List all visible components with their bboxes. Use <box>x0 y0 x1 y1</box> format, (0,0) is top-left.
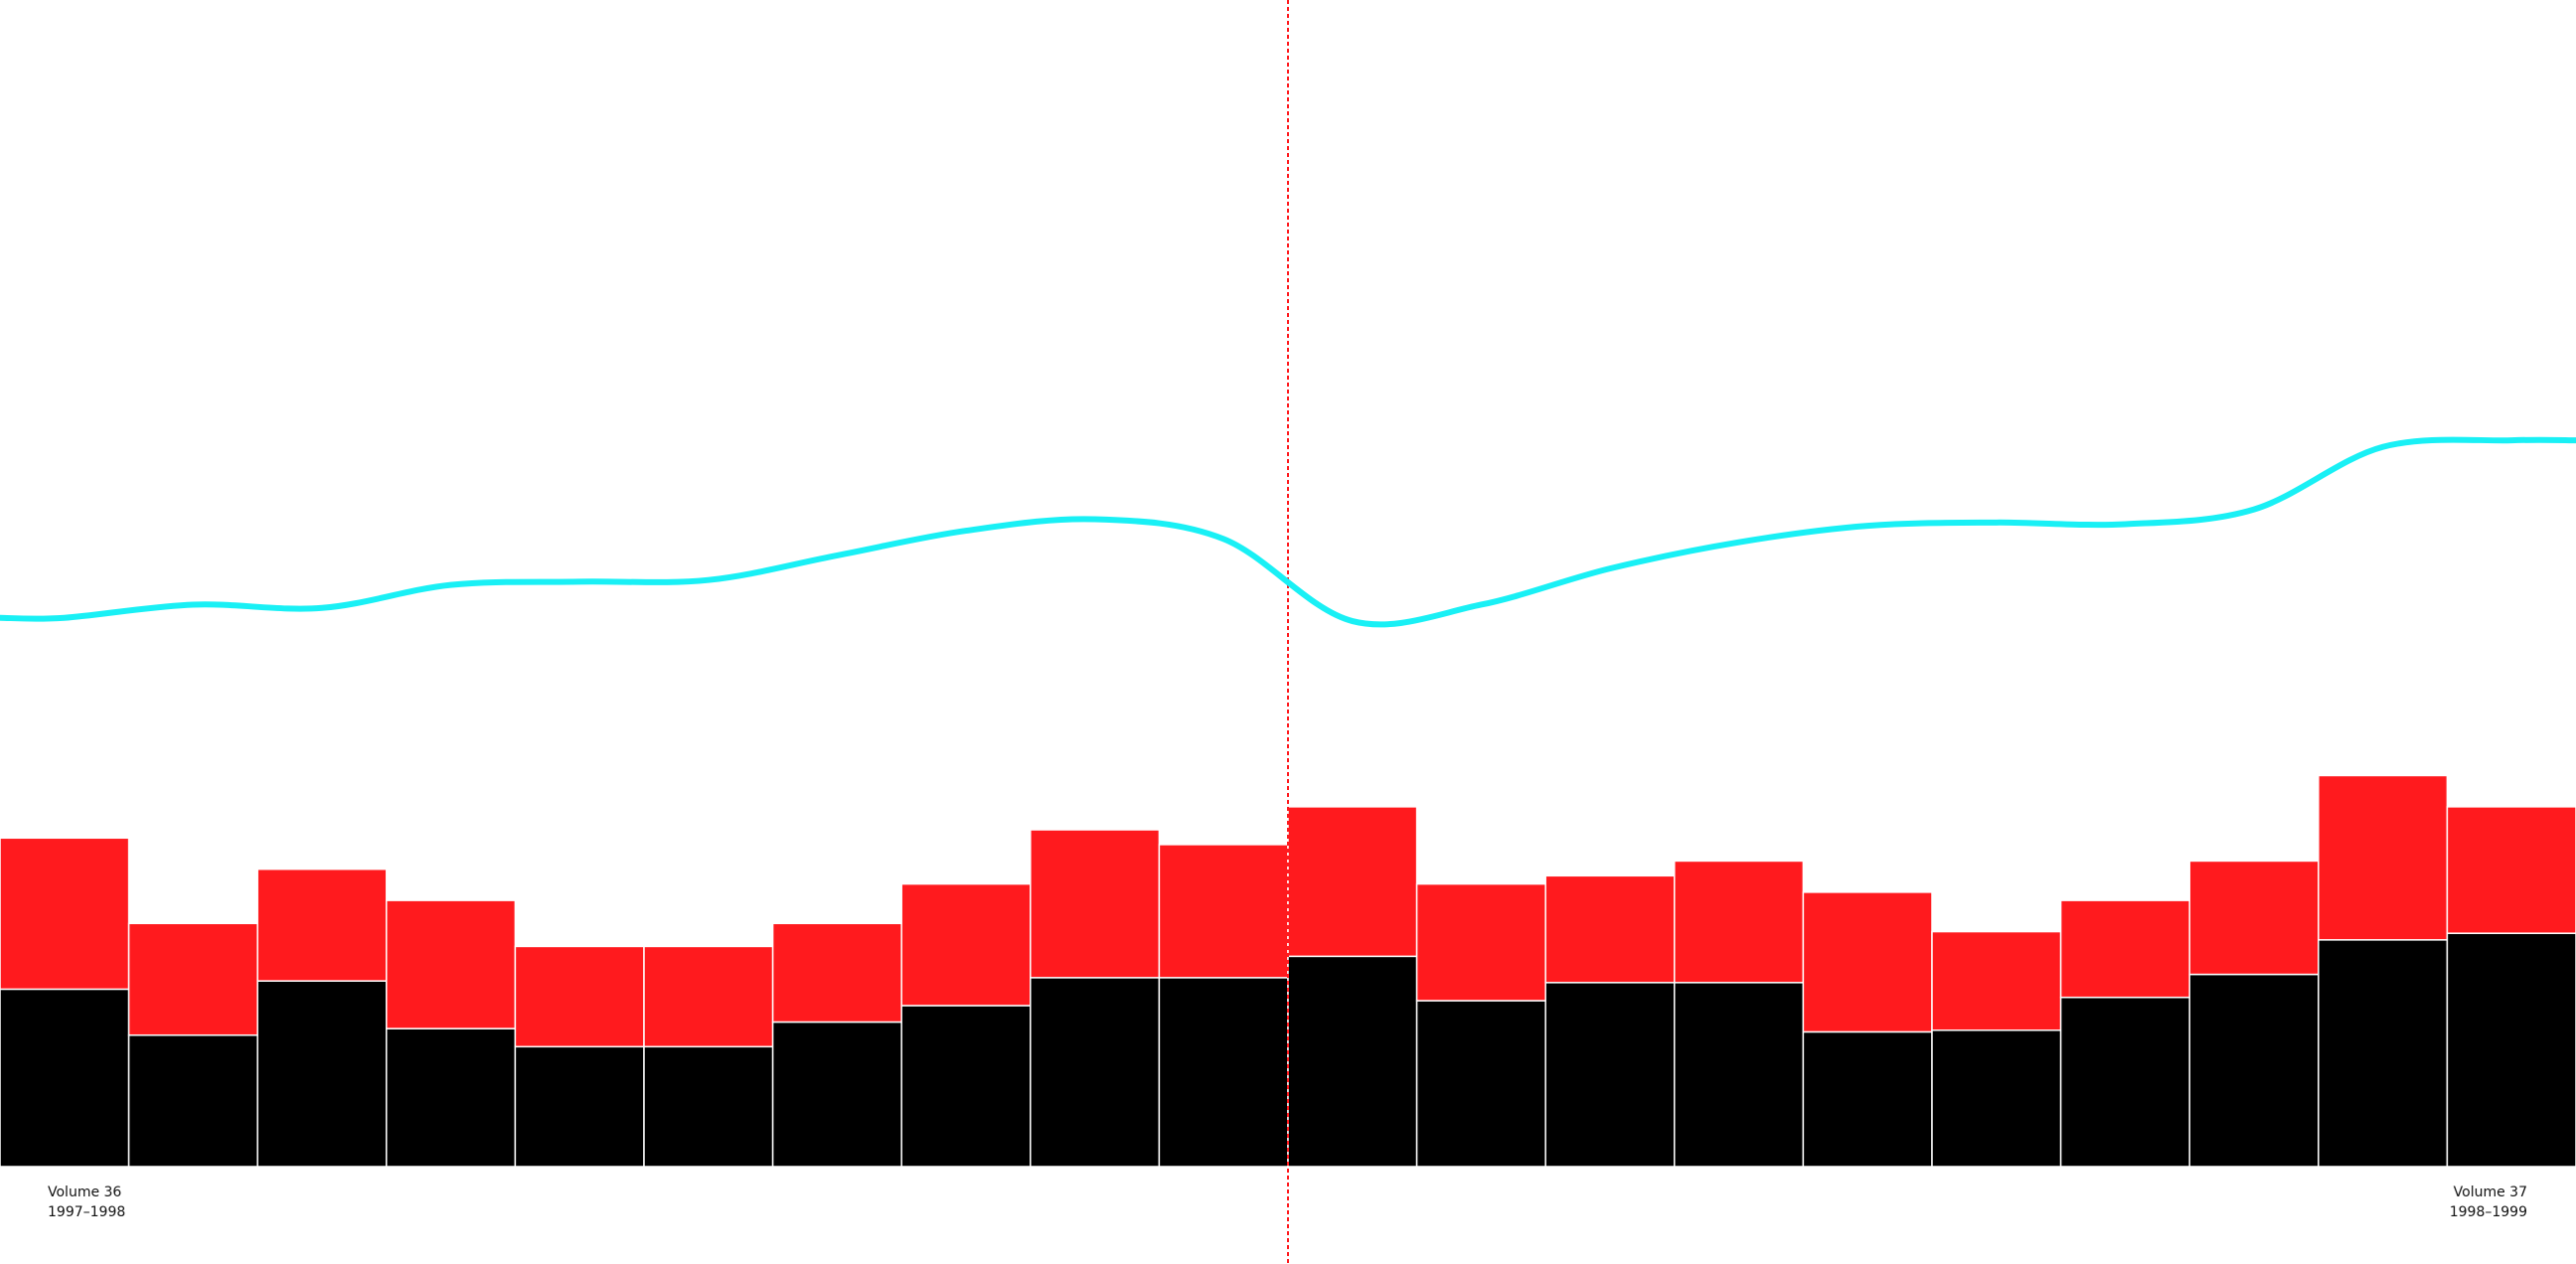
bar-segment <box>643 945 774 1048</box>
bar-segment <box>2318 774 2449 941</box>
trend-line <box>0 436 2576 628</box>
bar-segment <box>1158 977 1289 1168</box>
bar-segment <box>2318 939 2449 1168</box>
bar-segment <box>643 1045 774 1168</box>
bar-segment <box>1802 1030 1933 1168</box>
bar-segment <box>1802 891 1933 1033</box>
bar-segment <box>1030 977 1161 1168</box>
bar-segment <box>1931 930 2062 1031</box>
bar-segment <box>1415 882 1546 1002</box>
bar-segment <box>771 1021 902 1168</box>
bar-segment <box>514 945 645 1048</box>
volume-label: Volume 36 <box>48 1185 121 1200</box>
bar-segment <box>1674 982 1805 1168</box>
bar-segment <box>2188 860 2320 976</box>
bar-segment <box>2059 996 2190 1168</box>
bar-segment <box>2446 932 2576 1168</box>
bar-segment <box>1544 982 1676 1168</box>
bar-segment <box>900 1005 1032 1168</box>
volume-years: 1998–1999 <box>2450 1204 2527 1220</box>
bar-segment <box>256 868 388 982</box>
bar-segment <box>1287 955 1418 1168</box>
volume-label: Volume 37 <box>2454 1185 2527 1200</box>
bar-segment <box>127 1033 258 1168</box>
bar-segment <box>386 1027 517 1168</box>
bar-segment <box>2446 806 2576 934</box>
bar-segment <box>1674 860 1805 984</box>
bar-segment <box>2188 973 2320 1168</box>
volume-years: 1997–1998 <box>48 1204 125 1220</box>
bar-segment <box>256 980 388 1168</box>
bar-segment <box>1287 806 1418 958</box>
bar-segment <box>1030 829 1161 979</box>
bar-segment <box>1931 1029 2062 1168</box>
bar-segment <box>514 1045 645 1168</box>
bar-segment <box>1158 844 1289 979</box>
bar-segment <box>0 988 130 1168</box>
bar-segment <box>0 837 130 991</box>
bar-segment <box>900 882 1032 1007</box>
bar-segment <box>1415 1000 1546 1168</box>
bar-segment <box>127 922 258 1036</box>
bar-segment <box>771 922 902 1024</box>
bar-segment <box>1544 874 1676 984</box>
bar-segment <box>386 899 517 1029</box>
bar-segment <box>2059 899 2190 999</box>
